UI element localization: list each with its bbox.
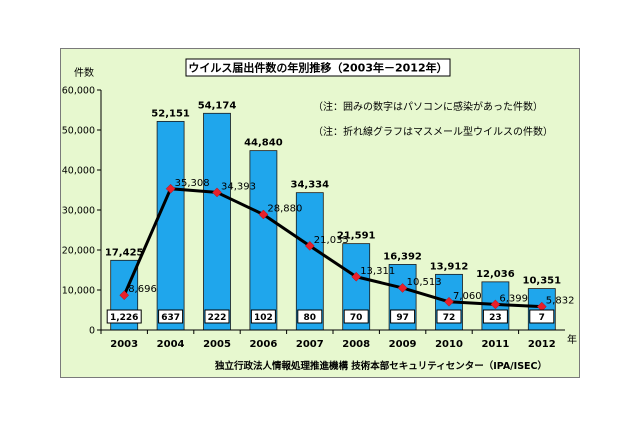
line-point bbox=[304, 241, 315, 251]
infected-count-label: 70 bbox=[350, 313, 363, 323]
y-tick-label: 20,000 bbox=[62, 246, 95, 257]
line-value-label: 8,696 bbox=[128, 284, 157, 295]
chart-title: ウイルス届出件数の年別推移（2003年－2012年） bbox=[188, 61, 447, 75]
infected-count-box bbox=[297, 309, 323, 324]
x-tick-label: 2009 bbox=[389, 339, 417, 350]
x-tick-label: 2007 bbox=[296, 339, 324, 350]
line-value-label: 7,060 bbox=[453, 291, 482, 302]
infected-count-label: 72 bbox=[443, 313, 456, 323]
line-series bbox=[122, 187, 542, 309]
line-value-label: 5,832 bbox=[546, 296, 575, 307]
y-tick-label: 30,000 bbox=[62, 206, 95, 217]
infected-count-label: 97 bbox=[396, 313, 409, 323]
infected-count-label: 7 bbox=[539, 313, 545, 323]
bar-value-label: 21,591 bbox=[337, 231, 376, 242]
y-tick-label: 60,000 bbox=[62, 86, 95, 97]
line-point bbox=[397, 283, 408, 293]
line-value-label: 28,880 bbox=[267, 203, 302, 214]
line-point bbox=[165, 183, 176, 194]
infected-count-label: 1,226 bbox=[110, 313, 138, 323]
line-value-label: 21,035 bbox=[314, 235, 349, 246]
infected-count-label: 222 bbox=[208, 313, 227, 323]
note-2: （注：折れ線グラフはマスメール型ウイルスの件数） bbox=[313, 125, 553, 138]
bar-value-label: 16,392 bbox=[383, 251, 422, 262]
x-tick-label: 2003 bbox=[110, 339, 138, 350]
bar-2006 bbox=[249, 150, 278, 331]
line-point bbox=[490, 299, 501, 310]
x-tick-label: 2011 bbox=[481, 339, 509, 350]
source-credit: 独立行政法人情報処理推進機構 技術本部セキュリティセンター（IPA/ISEC） bbox=[214, 360, 547, 372]
line-point bbox=[258, 209, 269, 220]
y-tick-label: 10,000 bbox=[62, 286, 95, 297]
line-value-label: 13,311 bbox=[360, 266, 395, 277]
infected-count-box bbox=[529, 309, 555, 324]
x-tick-label: 2010 bbox=[435, 339, 463, 350]
bar-value-label: 13,912 bbox=[430, 261, 469, 272]
x-axis-label: 年 bbox=[567, 333, 577, 346]
bar-value-label: 34,334 bbox=[291, 180, 330, 191]
bar-2005 bbox=[203, 112, 231, 331]
line-value-label: 6,399 bbox=[499, 293, 528, 304]
x-tick-label: 2006 bbox=[249, 339, 277, 350]
line-point bbox=[119, 290, 130, 301]
infected-count-box bbox=[343, 309, 369, 324]
line-value-label: 34,393 bbox=[221, 181, 256, 192]
x-tick-label: 2004 bbox=[157, 339, 185, 350]
infected-count-box bbox=[106, 309, 142, 324]
y-tick-label: 50,000 bbox=[62, 126, 95, 137]
line-value-label: 10,513 bbox=[407, 277, 442, 288]
x-tick-label: 2008 bbox=[342, 339, 370, 350]
bar-value-label: 12,036 bbox=[476, 269, 515, 280]
infected-count-box bbox=[250, 309, 276, 324]
note-1: （注：囲みの数字はパソコンに感染があった件数） bbox=[313, 100, 543, 113]
x-tick-label: 2005 bbox=[203, 339, 231, 350]
bar-value-label: 54,174 bbox=[198, 100, 237, 111]
infected-count-box bbox=[482, 309, 508, 324]
y-tick-label: 0 bbox=[89, 326, 95, 337]
line-point bbox=[444, 296, 454, 307]
infected-count-label: 80 bbox=[304, 313, 317, 323]
y-tick-label: 40,000 bbox=[62, 166, 95, 177]
bar-value-label: 44,840 bbox=[244, 138, 283, 149]
bar-value-label: 17,425 bbox=[105, 247, 144, 258]
bar-value-label: 52,151 bbox=[151, 108, 190, 119]
bar-2004 bbox=[156, 120, 185, 331]
infected-count-box bbox=[390, 309, 416, 324]
bar-value-label: 10,351 bbox=[523, 276, 562, 287]
infected-count-box bbox=[158, 309, 184, 324]
infected-count-label: 102 bbox=[254, 313, 273, 323]
infected-count-box bbox=[204, 309, 230, 324]
infected-count-label: 637 bbox=[161, 313, 180, 323]
infected-count-label: 23 bbox=[489, 313, 502, 323]
x-tick-label: 2012 bbox=[528, 339, 556, 350]
infected-count-box bbox=[436, 309, 462, 324]
title-box bbox=[185, 58, 451, 77]
y-axis-label: 件数 bbox=[74, 66, 94, 79]
line-value-label: 35,308 bbox=[175, 178, 210, 189]
line-point bbox=[351, 271, 362, 282]
line-point bbox=[212, 187, 222, 198]
